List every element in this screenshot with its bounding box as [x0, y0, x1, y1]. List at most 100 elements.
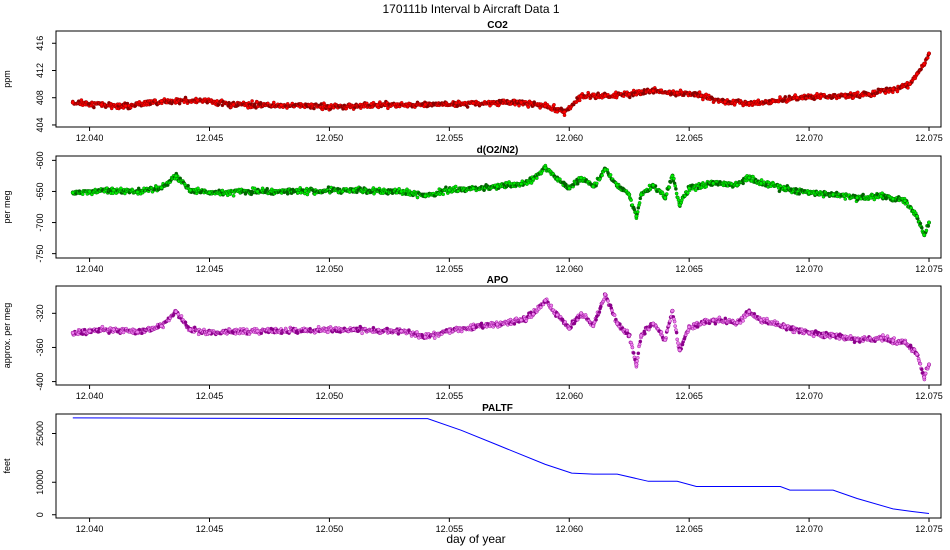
data-point	[423, 193, 428, 198]
x-tick-label: 12.055	[436, 264, 464, 274]
data-point	[643, 331, 647, 336]
data-point	[579, 311, 584, 316]
data-point	[890, 338, 896, 343]
data-point	[279, 103, 284, 108]
x-tick-label: 12.075	[915, 264, 943, 274]
x-tick-label: 12.055	[436, 133, 464, 143]
data-point	[575, 181, 580, 186]
data-point	[423, 335, 428, 340]
data-point	[807, 190, 812, 195]
data-point	[543, 103, 548, 108]
data-point	[543, 165, 548, 170]
panel-1: CO2 ppm 12.040 12.045 12.050 12.055 12.060 12.0…	[2, 20, 943, 143]
panel-title: APO	[487, 275, 509, 286]
data-point	[111, 327, 116, 332]
data-point	[303, 188, 308, 193]
x-tick-label: 12.070	[795, 391, 823, 401]
data-point	[441, 192, 446, 197]
y-tick-label: -400	[35, 373, 45, 391]
data-point	[135, 190, 140, 195]
data-point	[885, 334, 890, 339]
x-tick-label: 12.060	[555, 524, 583, 534]
data-point	[603, 292, 608, 297]
data-point	[159, 324, 164, 329]
data-point	[670, 173, 675, 178]
data-point	[866, 92, 872, 97]
x-tick-label: 12.045	[196, 524, 224, 534]
y-tick-label: -320	[35, 304, 45, 322]
data-point	[922, 232, 927, 238]
data-point	[495, 184, 500, 189]
data-point	[704, 184, 709, 189]
data-point	[807, 330, 812, 335]
data-point	[567, 186, 572, 191]
data-point	[673, 184, 678, 188]
data-point	[848, 334, 853, 338]
data-point	[99, 102, 104, 107]
data-point	[843, 93, 848, 98]
data-point	[797, 192, 802, 196]
data-point	[595, 181, 599, 186]
x-tick-label: 12.050	[316, 133, 344, 143]
data-point	[312, 106, 316, 111]
x-tick-label: 12.065	[675, 264, 703, 274]
data-point	[465, 105, 470, 109]
data-point	[188, 188, 193, 193]
data-point	[907, 82, 912, 87]
data-point	[666, 323, 671, 328]
data-point	[100, 324, 105, 329]
data-point	[687, 324, 692, 330]
data-point	[316, 324, 321, 329]
data-point	[594, 317, 598, 322]
data-point	[674, 191, 679, 196]
data-point	[562, 113, 567, 117]
data-point	[514, 316, 519, 321]
data-point	[599, 304, 603, 309]
data-point	[471, 186, 476, 191]
data-point	[627, 92, 632, 97]
data-point	[135, 330, 140, 335]
data-point	[639, 333, 644, 338]
x-tick-label: 12.065	[675, 391, 703, 401]
data-point	[612, 313, 617, 318]
data-point	[674, 187, 678, 191]
data-point	[70, 330, 75, 335]
data-point	[630, 345, 635, 350]
data-point	[664, 192, 669, 196]
data-point	[386, 106, 390, 111]
data-point	[399, 329, 404, 334]
data-point	[926, 224, 931, 228]
data-point	[627, 333, 632, 338]
data-point	[831, 192, 836, 197]
scatter-points	[70, 51, 932, 117]
data-point	[631, 351, 636, 355]
data-point	[674, 330, 679, 335]
y-tick-label: -650	[35, 182, 45, 200]
panel-title: d(O2/N2)	[477, 145, 519, 156]
data-point	[723, 99, 728, 104]
x-tick-label: 12.050	[316, 264, 344, 274]
data-point	[926, 362, 932, 367]
x-tick-label: 12.050	[316, 391, 344, 401]
data-point	[759, 181, 764, 186]
data-point	[659, 330, 664, 334]
y-axis-label: feet	[2, 458, 12, 474]
data-point	[713, 321, 718, 326]
data-point	[771, 99, 776, 104]
data-point	[615, 321, 620, 326]
y-tick-label: 412	[35, 63, 45, 78]
data-point	[672, 319, 677, 324]
data-point	[399, 189, 404, 194]
data-point	[918, 221, 923, 226]
data-point	[471, 324, 476, 330]
data-point	[423, 102, 428, 107]
x-tick-label: 12.060	[555, 264, 583, 274]
x-tick-label: 12.070	[795, 524, 823, 534]
data-point	[676, 341, 680, 345]
x-tick-label: 12.045	[196, 133, 224, 143]
data-point	[567, 326, 572, 331]
data-point	[555, 176, 560, 182]
data-point	[327, 104, 332, 109]
data-point	[925, 56, 930, 60]
